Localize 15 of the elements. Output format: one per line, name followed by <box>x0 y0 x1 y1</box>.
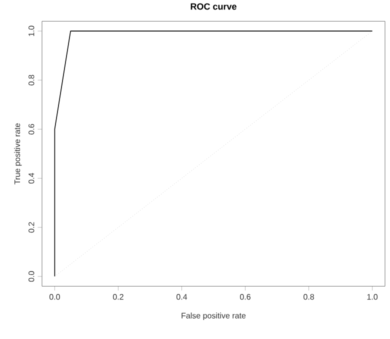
x-tick-label: 0.6 <box>240 294 250 300</box>
x-tick-label: 0.4 <box>176 294 188 300</box>
y-tick-label: 0.4 <box>28 172 34 184</box>
x-axis-title: False positive rate <box>182 312 246 320</box>
y-tick-label: 0.8 <box>28 74 34 86</box>
x-tick-label: 0.2 <box>112 294 124 300</box>
y-axis-title: True positive rate <box>14 123 22 184</box>
y-tick-label: 0.0 <box>28 271 34 282</box>
y-tick-label: 0.2 <box>28 222 34 232</box>
y-tick-label: 1.0 <box>28 26 34 36</box>
x-tick-label: 0.8 <box>304 294 314 300</box>
y-tick-label: 0.6 <box>28 124 34 134</box>
x-tick-label: 0.0 <box>49 294 60 300</box>
chart-title: ROC curve <box>190 3 236 10</box>
x-tick-label: 1.0 <box>367 294 378 300</box>
